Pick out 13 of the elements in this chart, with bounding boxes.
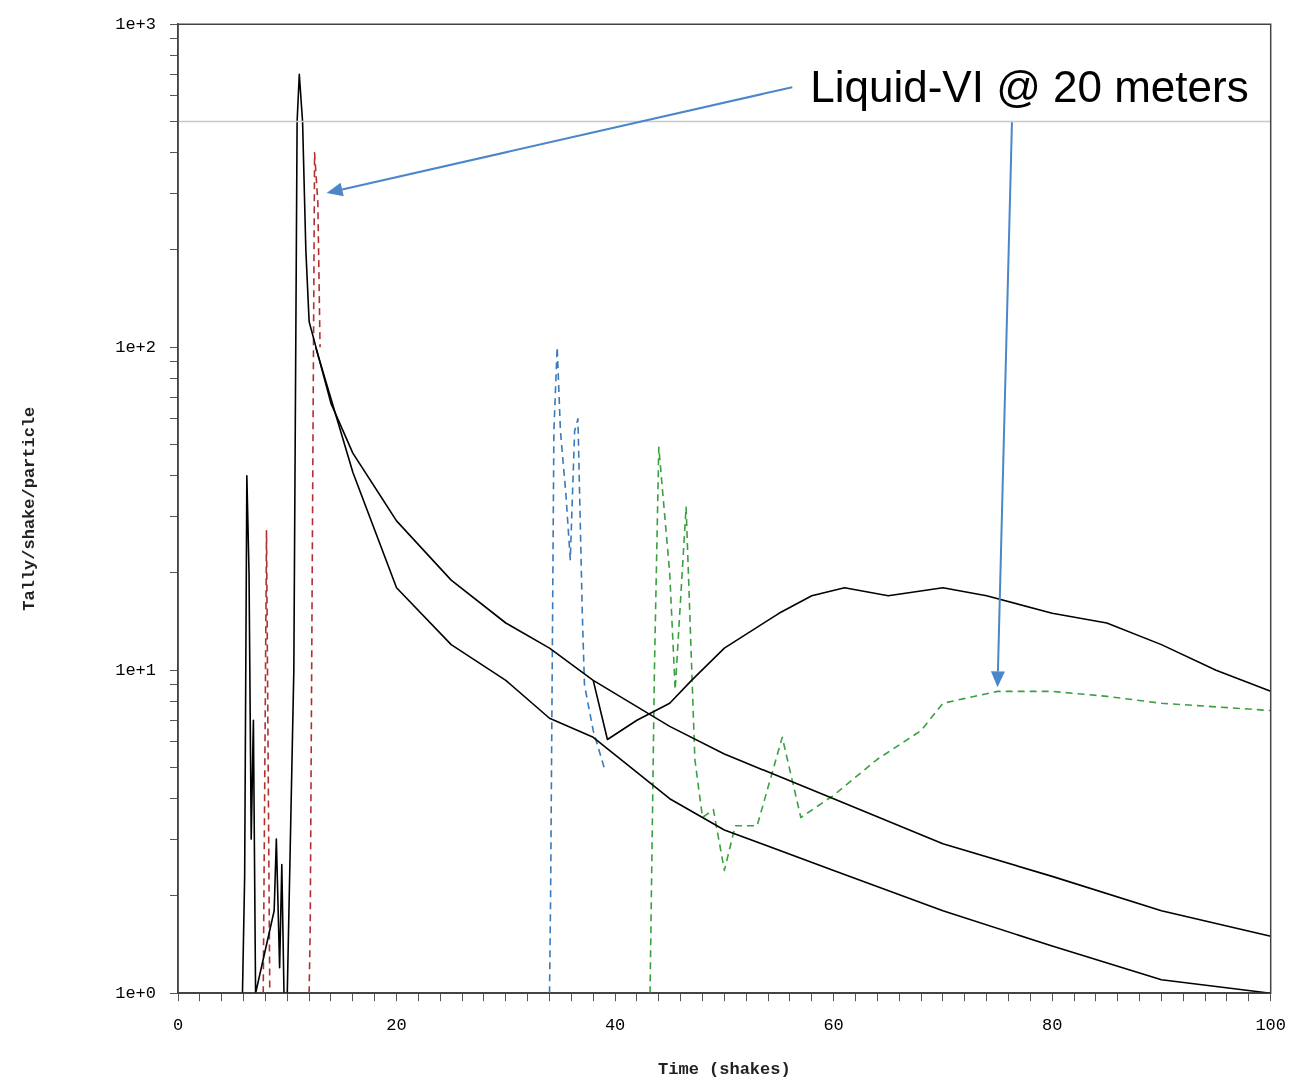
y-tick-label: 1e+0 bbox=[115, 983, 156, 1003]
x-tick-label: 40 bbox=[604, 1015, 626, 1035]
x-tick-label: 100 bbox=[1255, 1015, 1286, 1035]
annotation: Liquid-VI @ 20 meters bbox=[810, 62, 1249, 113]
x-tick-label: 20 bbox=[386, 1015, 407, 1035]
y-axis-title: Tally/shake/particle bbox=[20, 406, 40, 611]
x-axis-title: Time (shakes) bbox=[658, 1060, 791, 1080]
x-tick-label: 60 bbox=[823, 1015, 844, 1035]
y-tick-label: 1e+2 bbox=[115, 337, 156, 357]
x-tick-label: 0 bbox=[172, 1015, 184, 1035]
y-tick-label: 1e+3 bbox=[115, 14, 156, 34]
y-tick-label: 1e+1 bbox=[115, 660, 156, 680]
x-tick-label: 80 bbox=[1041, 1015, 1063, 1035]
